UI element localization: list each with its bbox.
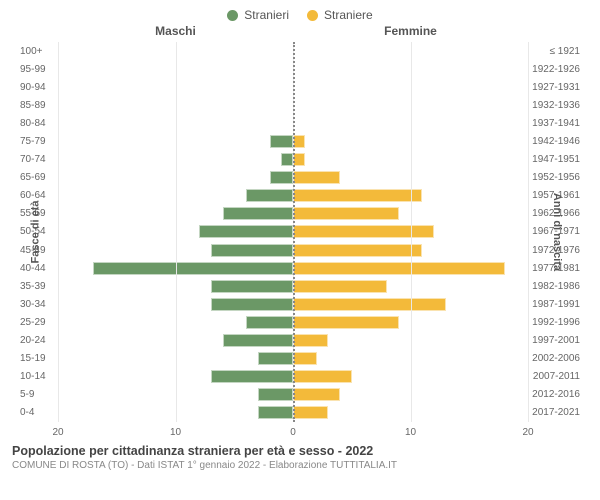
birth-label: 1942-1946 [528,132,580,150]
footer-subtitle: COMUNE DI ROSTA (TO) - Dati ISTAT 1° gen… [12,460,590,471]
bar-male [211,370,293,383]
bar-female [293,262,505,275]
bar-male [258,406,293,419]
age-label: 5-9 [20,386,58,404]
gridline [176,42,177,422]
age-label: 20-24 [20,332,58,350]
birth-label: 1952-1956 [528,169,580,187]
age-label: 85-89 [20,96,58,114]
birth-label: 2002-2006 [528,350,580,368]
age-label: 90-94 [20,78,58,96]
legend-item-female: Straniere [307,8,373,22]
birth-label: 1947-1951 [528,151,580,169]
header-female: Femmine [293,24,528,38]
gridline [58,42,59,422]
bar-female [293,334,328,347]
legend-item-male: Stranieri [227,8,289,22]
bar-female [293,406,328,419]
bar-male [223,334,294,347]
bar-female [293,244,422,257]
age-label: 95-99 [20,60,58,78]
bar-female [293,171,340,184]
x-tick-label: 20 [522,427,533,438]
y-axis-right-title: Anni di nascita [551,193,563,271]
age-label: 10-14 [20,368,58,386]
age-label: 70-74 [20,151,58,169]
bar-male [270,135,294,148]
gridline [528,42,529,422]
bar-female [293,225,434,238]
age-label: 25-29 [20,313,58,331]
birth-label: 1937-1941 [528,114,580,132]
birth-label: 2017-2021 [528,404,580,422]
legend: Stranieri Straniere [10,8,590,22]
footer: Popolazione per cittadinanza straniera p… [10,444,590,471]
birth-label: 1987-1991 [528,295,580,313]
bar-male [93,262,293,275]
birth-label: ≤ 1921 [528,42,580,60]
legend-label-male: Stranieri [244,8,289,22]
age-label: 15-19 [20,350,58,368]
bar-female [293,207,399,220]
age-label: 35-39 [20,277,58,295]
bar-female [293,189,422,202]
bar-male [211,298,293,311]
swatch-female [307,10,318,21]
birth-label: 2012-2016 [528,386,580,404]
legend-label-female: Straniere [324,8,373,22]
birth-label: 1927-1931 [528,78,580,96]
birth-label: 1997-2001 [528,332,580,350]
birth-label: 1982-1986 [528,277,580,295]
x-tick-label: 0 [290,427,296,438]
swatch-male [227,10,238,21]
bar-male [258,388,293,401]
header-male: Maschi [58,24,293,38]
bar-male [223,207,294,220]
center-line [293,42,295,422]
age-label: 75-79 [20,132,58,150]
y-axis-left-title: Fasce di età [29,201,41,264]
x-tick-label: 10 [170,427,181,438]
column-headers: Maschi Femmine [10,24,590,38]
bar-male [211,244,293,257]
age-label: 65-69 [20,169,58,187]
age-label: 80-84 [20,114,58,132]
x-tick-label: 20 [52,427,63,438]
bar-male [258,352,293,365]
bar-female [293,298,446,311]
gridline [411,42,412,422]
bar-male [270,171,294,184]
birth-label: 1922-1926 [528,60,580,78]
bar-female [293,388,340,401]
birth-label: 1992-1996 [528,313,580,331]
footer-title: Popolazione per cittadinanza straniera p… [12,444,590,458]
birth-label: 2007-2011 [528,368,580,386]
bar-female [293,280,387,293]
bar-female [293,370,352,383]
bar-male [211,280,293,293]
bar-male [199,225,293,238]
bar-male [246,189,293,202]
bar-male [281,153,293,166]
birth-label: 1932-1936 [528,96,580,114]
chart: Fasce di età Anni di nascita 100+95-9990… [10,42,590,422]
bar-male [246,316,293,329]
age-label: 0-4 [20,404,58,422]
bar-female [293,316,399,329]
age-label: 100+ [20,42,58,60]
bar-female [293,352,317,365]
x-tick-label: 10 [405,427,416,438]
plot-area: 201001020 [58,42,528,422]
age-label: 30-34 [20,295,58,313]
